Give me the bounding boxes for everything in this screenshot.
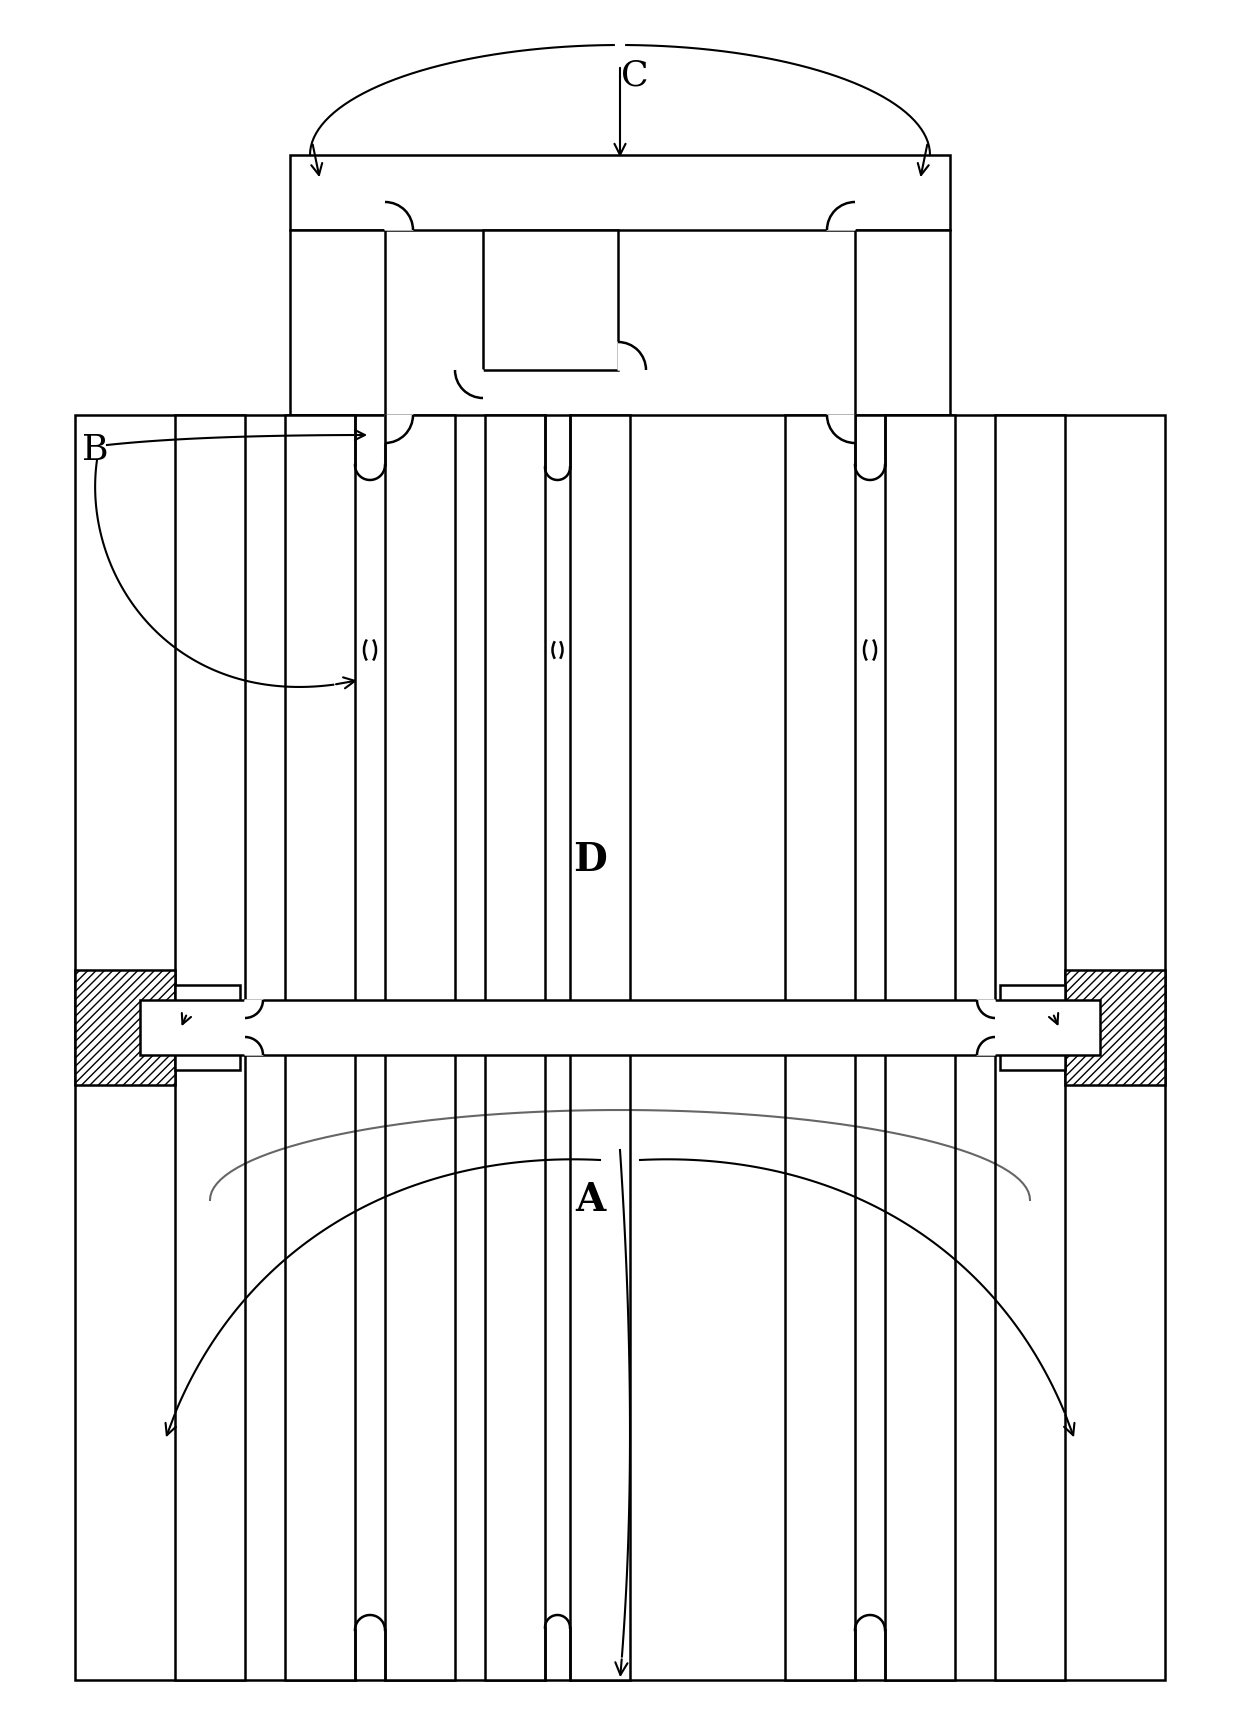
- Bar: [74, 971, 175, 1084]
- Bar: [485, 415, 546, 1680]
- Wedge shape: [977, 1000, 994, 1019]
- Wedge shape: [455, 370, 484, 398]
- Bar: [175, 415, 246, 1680]
- Wedge shape: [827, 201, 856, 231]
- Bar: [285, 415, 355, 1680]
- Bar: [570, 415, 630, 1680]
- Wedge shape: [246, 1000, 263, 1019]
- Bar: [994, 415, 1065, 1680]
- Text: D: D: [573, 842, 606, 879]
- Text: B: B: [82, 434, 109, 466]
- Bar: [290, 155, 950, 231]
- Bar: [290, 231, 384, 415]
- Bar: [384, 415, 455, 1680]
- Text: C: C: [621, 59, 649, 91]
- Wedge shape: [827, 415, 856, 442]
- Bar: [885, 415, 955, 1680]
- Wedge shape: [384, 201, 413, 231]
- Wedge shape: [977, 1038, 994, 1055]
- Bar: [999, 984, 1065, 1070]
- Bar: [175, 984, 241, 1070]
- Wedge shape: [246, 1038, 263, 1055]
- Bar: [484, 231, 618, 370]
- Wedge shape: [384, 415, 413, 442]
- Bar: [1065, 971, 1166, 1084]
- Bar: [785, 415, 856, 1680]
- Wedge shape: [618, 342, 646, 370]
- Bar: [74, 415, 1166, 1680]
- Text: A: A: [575, 1181, 605, 1218]
- Bar: [856, 231, 950, 415]
- Bar: [140, 1000, 1100, 1055]
